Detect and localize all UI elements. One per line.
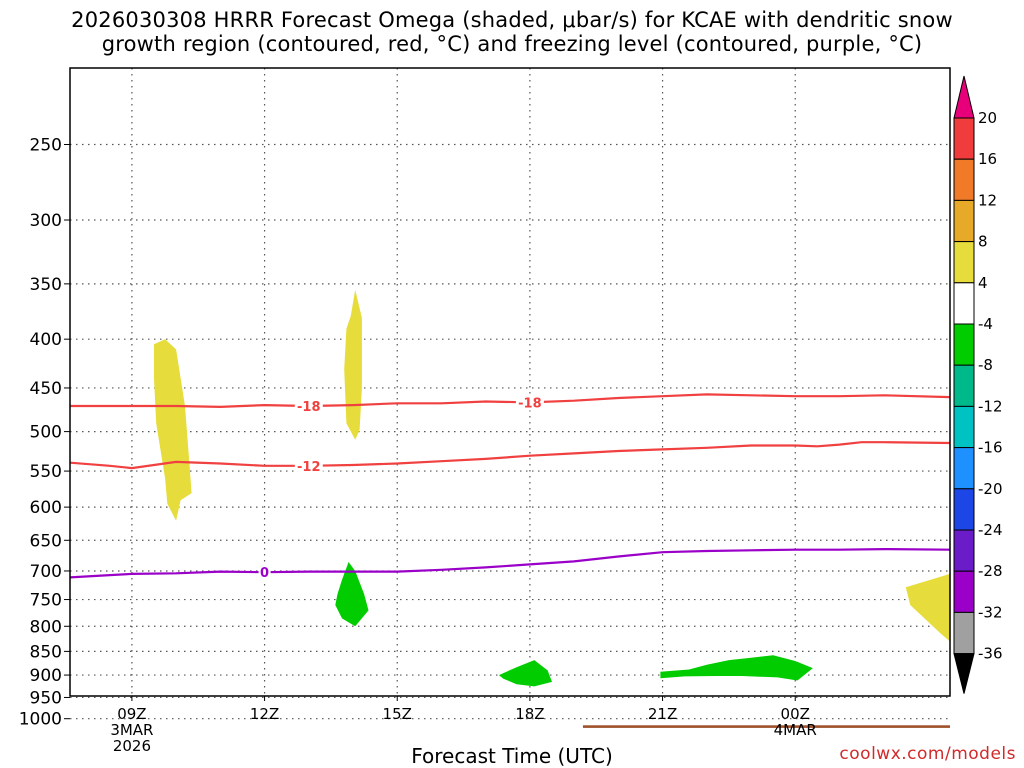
- omega-shade-region: [660, 655, 813, 681]
- x-tick-label: 18Z: [515, 705, 544, 723]
- contour-label: -12: [297, 460, 321, 475]
- y-tick-label: 650: [30, 531, 62, 551]
- y-axis-ticks: 250 300 350 400 450 500 550 600 650 700 750 800 850 9…: [19, 136, 70, 730]
- x-tick-label: 3MAR: [110, 721, 153, 739]
- x-axis-label: Forecast Time (UTC): [411, 744, 613, 768]
- title-line-2: growth region (contoured, red, °C) and f…: [101, 32, 923, 56]
- colorbar-segment: [953, 447, 975, 490]
- y-tick-label: 500: [30, 423, 62, 443]
- colorbar-label: -32: [978, 603, 1003, 621]
- y-tick-label: 750: [30, 591, 62, 611]
- contour-label: -18: [297, 400, 321, 415]
- colorbar-segment: [953, 323, 975, 366]
- x-tick-label: 09Z: [117, 705, 146, 723]
- x-tick-label: 12Z: [250, 705, 279, 723]
- y-tick-label: 1000: [19, 710, 62, 730]
- colorbar-label: 16: [978, 150, 997, 168]
- contour-line: [70, 441, 950, 470]
- colorbar-segment: [953, 488, 975, 531]
- colorbar-segment: [953, 529, 975, 572]
- credit-link[interactable]: coolwx.com/models: [839, 744, 1016, 764]
- omega-shade-region: [344, 289, 362, 440]
- grid-lines: [70, 68, 950, 720]
- y-tick-label: 350: [30, 275, 62, 295]
- colorbar-label: 8: [978, 233, 988, 251]
- colorbar: 20 16 12 8 4 -4 -8 -12 -16 -20 -24 -28 -32 -36: [953, 75, 1003, 694]
- terrain-band: [582, 725, 950, 728]
- contour-label: -18: [518, 396, 542, 411]
- omega-shade-region: [154, 339, 192, 521]
- colorbar-segment: [953, 199, 975, 243]
- chart-title: 2026030308 HRRR Forecast Omega (shaded, …: [0, 8, 1024, 56]
- contour-label: 0: [260, 566, 269, 581]
- contour-line: [70, 547, 950, 579]
- omega-shade-region: [905, 573, 950, 642]
- omega-shading: [154, 289, 950, 687]
- omega-shade-region: [335, 562, 369, 627]
- colorbar-label: -4: [978, 315, 993, 333]
- colorbar-segment: [953, 364, 975, 407]
- y-tick-label: 700: [30, 562, 62, 582]
- colorbar-label: 4: [978, 274, 988, 292]
- colorbar-label: -12: [978, 397, 1003, 415]
- colorbar-top-arrow: [953, 75, 975, 119]
- colorbar-label: -28: [978, 562, 1003, 580]
- colorbar-label: -8: [978, 356, 993, 374]
- x-tick-label: 21Z: [648, 705, 677, 723]
- terrain-step: [582, 725, 950, 728]
- omega-shade-region: [498, 660, 552, 687]
- contour-label-bg: [294, 457, 323, 474]
- y-tick-label: 400: [30, 330, 62, 350]
- colorbar-bottom-arrow: [953, 653, 975, 694]
- colorbar-label: -36: [978, 645, 1003, 663]
- colorbar-label: 20: [978, 109, 997, 127]
- contour-lines: -18 -18 -12 0: [70, 393, 950, 581]
- colorbar-segment: [953, 241, 975, 284]
- y-tick-label: 900: [30, 666, 62, 686]
- contour-label-bg: [294, 397, 323, 414]
- y-tick-label: 950: [30, 688, 62, 708]
- y-tick-label: 600: [30, 498, 62, 518]
- colorbar-segment: [953, 117, 975, 160]
- y-tick-label: 800: [30, 617, 62, 637]
- contour-label-bg: [258, 564, 271, 581]
- x-tick-label: 4MAR: [774, 721, 817, 739]
- y-tick-label: 850: [30, 642, 62, 662]
- colorbar-label: -16: [978, 439, 1003, 457]
- y-tick-label: 250: [30, 136, 62, 156]
- colorbar-segment: [953, 570, 975, 613]
- y-tick-label: 450: [30, 379, 62, 399]
- colorbar-segment: [953, 405, 975, 449]
- colorbar-label: 12: [978, 191, 997, 209]
- title-line-1: 2026030308 HRRR Forecast Omega (shaded, …: [71, 8, 953, 32]
- y-tick-label: 550: [30, 462, 62, 482]
- x-tick-label: 2026: [113, 737, 151, 755]
- colorbar-segment: [953, 611, 975, 655]
- colorbar-segment: [953, 158, 975, 201]
- colorbar-label: -20: [978, 480, 1003, 498]
- colorbar-label: -24: [978, 521, 1003, 539]
- plot-frame: [69, 67, 951, 697]
- colorbar-segment: [953, 282, 975, 325]
- contour-label-bg: [515, 394, 544, 411]
- contour-line: [70, 393, 950, 409]
- x-tick-label: 15Z: [383, 705, 412, 723]
- x-tick-label: 00Z: [781, 705, 810, 723]
- y-tick-label: 300: [30, 211, 62, 231]
